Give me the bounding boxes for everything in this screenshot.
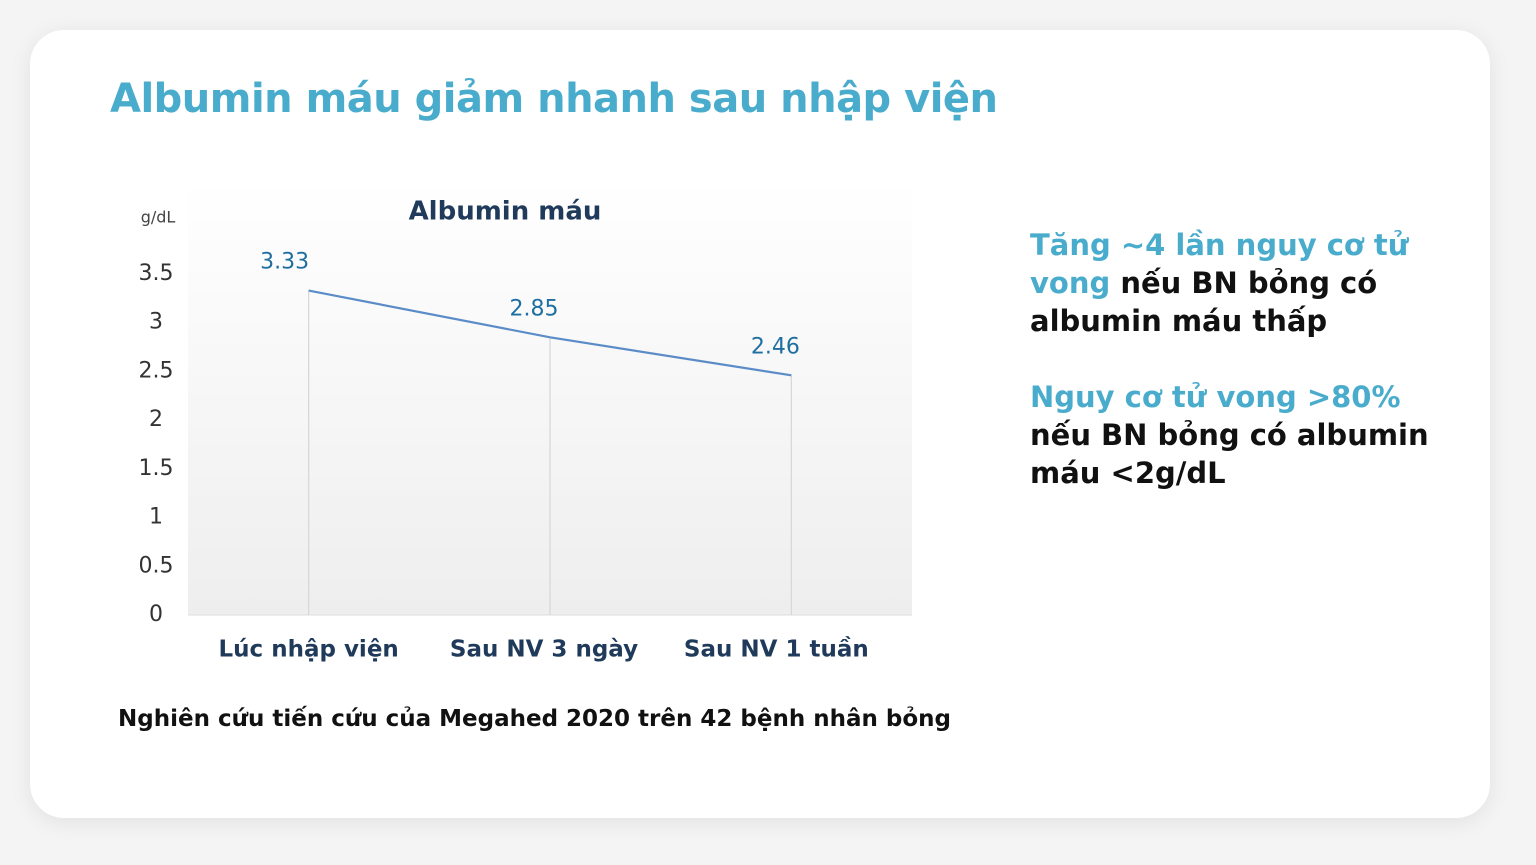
y-tick-label: 2 [149,407,163,432]
data-line [308,289,792,377]
y-tick-label: 1 [149,505,163,530]
heading: Albumin máu giảm nhanh sau nhập viện [110,76,998,122]
value-label: 2.85 [510,296,559,321]
x-tick-label: Sau NV 1 tuần [684,636,869,663]
y-tick-label: 2.5 [139,358,174,383]
x-tick-label: Lúc nhập viện [219,637,399,663]
note: Nguy cơ tử vong >80% nếu BN bỏng có albu… [1030,378,1430,492]
value-label: 2.46 [751,334,800,359]
note-highlight: Tăng ~4 lần nguy cơ tử vong [1030,228,1409,300]
notes: Tăng ~4 lần nguy cơ tử vong nếu BN bỏng … [1030,226,1430,530]
x-tick-label: Sau NV 3 ngày [450,637,638,663]
note: Tăng ~4 lần nguy cơ tử vong nếu BN bỏng … [1030,226,1430,340]
value-label: 3.33 [260,250,309,275]
footnote: Nghiên cứu tiến cứu của Megahed 2020 trê… [118,706,951,732]
note-text: nếu BN bỏng có albumin máu thấp [1030,266,1378,338]
note-highlight: Nguy cơ tử vong >80% [1030,380,1401,414]
y-tick-label: 3.5 [139,261,174,286]
note-text: nếu BN bỏng có albumin máu <2g/dL [1030,418,1429,490]
y-tick-label: 0.5 [139,553,174,578]
y-axis-label: g/dL [141,208,176,227]
y-tick-label: 0 [149,602,163,627]
y-tick-label: 3 [149,310,163,335]
y-tick-label: 1.5 [139,456,174,481]
chart-title: Albumin máu [409,197,602,227]
